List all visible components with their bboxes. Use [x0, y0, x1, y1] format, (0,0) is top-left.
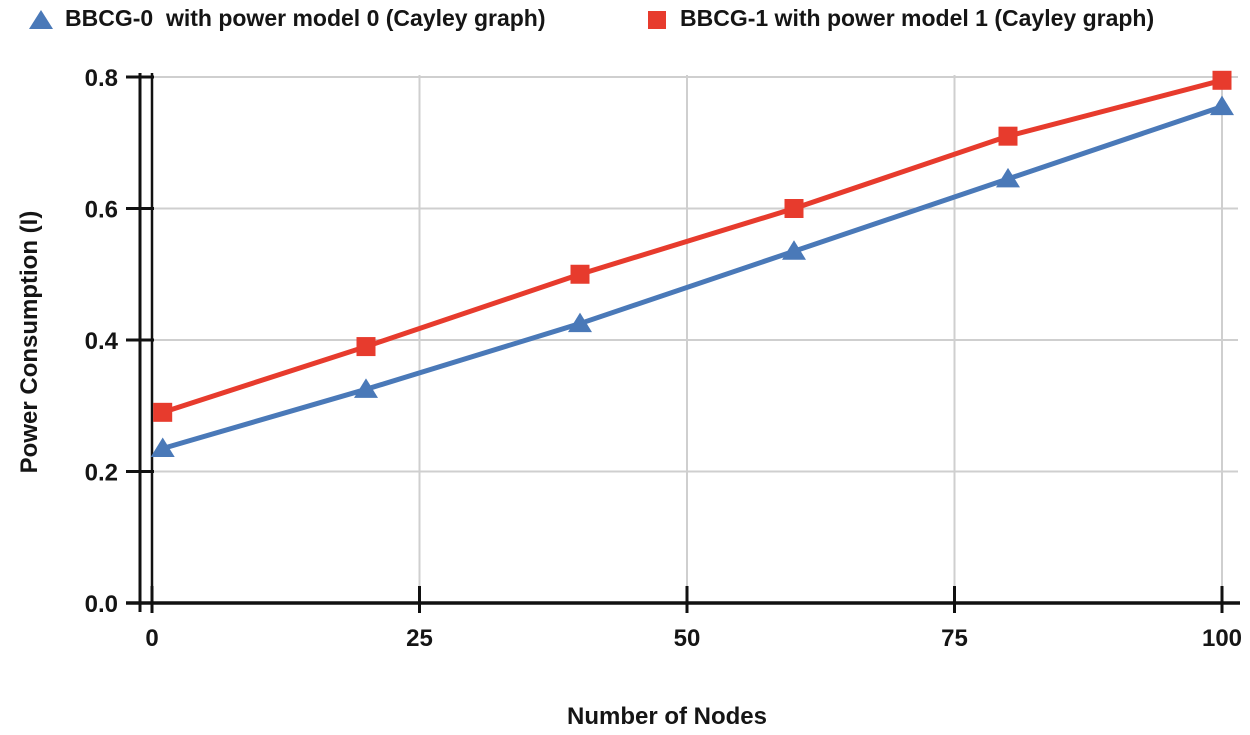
legend-item-bbcg-0: BBCG-0 with power model 0 (Cayley graph): [28, 5, 546, 32]
x-axis-title: Number of Nodes: [566, 703, 767, 730]
data-point-marker: [356, 337, 376, 357]
x-tick-label: 50: [674, 625, 701, 652]
data-point-marker: [1210, 95, 1234, 116]
data-point-marker: [570, 264, 590, 284]
data-point-marker: [354, 378, 378, 398]
data-point-marker: [568, 312, 592, 333]
x-tick-label: 100: [1202, 625, 1242, 652]
data-point-marker: [996, 167, 1020, 188]
data-point-marker: [784, 199, 804, 218]
y-axis-title: Power Consumption (I): [16, 210, 43, 474]
y-tick-label: 0.8: [85, 65, 118, 92]
data-point-marker: [782, 240, 806, 260]
y-tick-label: 0.0: [85, 591, 118, 618]
legend-label: BBCG-1 with power model 1 (Cayley graph): [680, 5, 1155, 31]
data-point-marker: [153, 402, 173, 422]
data-point-marker: [998, 126, 1018, 146]
data-point-marker: [1212, 70, 1232, 90]
legend-label: BBCG-0 with power model 0 (Cayley graph): [65, 5, 546, 31]
data-point-marker: [150, 437, 175, 457]
y-tick-label: 0.2: [85, 460, 118, 487]
y-tick-label: 0.6: [85, 197, 118, 224]
triangle-marker-icon: [29, 9, 53, 29]
x-tick-label: 0: [145, 625, 158, 652]
legend-item-bbcg-1: BBCG-1 with power model 1 (Cayley graph): [645, 5, 1154, 32]
x-tick-label: 25: [406, 625, 433, 652]
series-line-1: [160, 77, 1225, 415]
series-line-0: [160, 104, 1225, 451]
square-marker-icon: [648, 10, 666, 29]
x-tick-label: 75: [941, 625, 968, 652]
y-tick-label: 0.4: [85, 328, 119, 355]
